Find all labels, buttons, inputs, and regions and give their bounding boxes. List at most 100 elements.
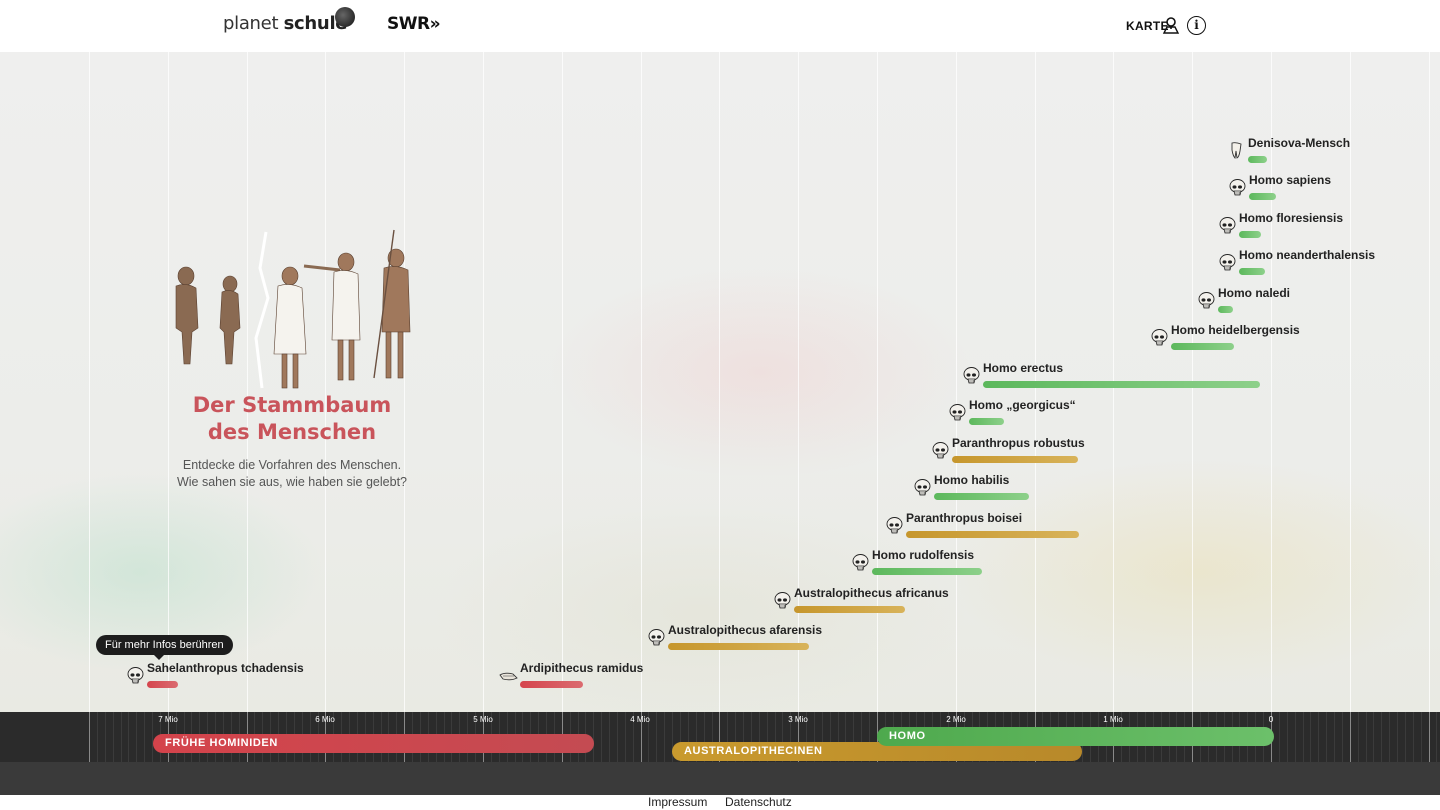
species-name: Homo erectus <box>983 361 1064 375</box>
swr-logo[interactable]: SWR» <box>387 14 441 34</box>
skull-icon <box>647 628 666 647</box>
timeline-minor-tick <box>648 712 649 762</box>
timeline-minor-tick <box>719 712 720 762</box>
group-australopithecinen[interactable]: AUSTRALOPITHECINEN <box>672 742 1082 761</box>
species-name: Homo rudolfensis <box>872 548 975 562</box>
timeline-minor-tick <box>830 712 831 762</box>
species-item[interactable]: Homo sapiens <box>1228 173 1331 203</box>
timeline-minor-tick <box>853 712 854 762</box>
gridline <box>404 52 405 712</box>
skull-icon <box>913 478 932 497</box>
species-item[interactable]: Paranthropus robustus <box>931 436 1097 466</box>
timeline-minor-tick <box>814 712 815 762</box>
species-item[interactable]: Homo erectus <box>962 361 1279 391</box>
gridline <box>877 52 878 712</box>
datenschutz-link[interactable]: Datenschutz <box>725 795 792 809</box>
species-item[interactable]: Australopithecus afarensis <box>647 623 828 653</box>
timeline-minor-tick <box>790 712 791 762</box>
gridline <box>168 52 169 712</box>
species-time-bar <box>668 643 809 650</box>
species-name: Paranthropus robustus <box>952 436 1085 450</box>
timeline-minor-tick <box>121 712 122 762</box>
species-item[interactable]: Ardipithecus ramidus <box>499 661 643 691</box>
species-name: Homo sapiens <box>1249 173 1332 187</box>
skull-icon <box>962 366 981 385</box>
timeline-minor-tick <box>822 712 823 762</box>
info-icon[interactable]: i <box>1187 16 1206 35</box>
timeline-minor-tick <box>759 712 760 762</box>
timeline-minor-tick <box>727 712 728 762</box>
timeline-label: 2 Mio <box>946 715 966 724</box>
skull-icon <box>773 591 792 610</box>
species-name: Homo floresiensis <box>1239 211 1344 225</box>
species-item[interactable]: Denisova-Mensch <box>1227 136 1350 166</box>
species-item[interactable]: Homo naledi <box>1197 286 1290 316</box>
timeline-minor-tick <box>1279 712 1280 762</box>
timeline-minor-tick <box>1373 712 1374 762</box>
gridline <box>798 52 799 712</box>
timeline-minor-tick <box>688 712 689 762</box>
karte-button-label[interactable]: KARTE <box>1126 19 1169 33</box>
group-homo[interactable]: HOMO <box>877 727 1274 746</box>
timeline-minor-tick <box>1326 712 1327 762</box>
hominid-figures-illustration <box>175 229 411 389</box>
timeline-minor-tick <box>1366 712 1367 762</box>
impressum-link[interactable]: Impressum <box>648 795 708 809</box>
map-pin-icon[interactable] <box>1162 16 1180 34</box>
timeline-minor-tick <box>767 712 768 762</box>
timeline-minor-tick <box>1436 712 1437 762</box>
species-item[interactable]: Homo heidelbergensis <box>1150 323 1300 353</box>
timeline-minor-tick <box>617 712 618 762</box>
species-time-bar <box>872 568 982 575</box>
species-item[interactable]: Sahelanthropus tchadensis <box>126 661 304 691</box>
intro-text-line2: Wie sahen sie aus, wie haben sie gelebt? <box>176 475 407 489</box>
species-time-bar <box>1218 306 1233 313</box>
species-name: Homo naledi <box>1218 286 1291 300</box>
timeline-minor-tick <box>1389 712 1390 762</box>
species-name: Homo habilis <box>934 473 1010 487</box>
footer: Impressum Datenschutz <box>0 795 1440 810</box>
timeline-minor-tick <box>1429 712 1430 762</box>
species-item[interactable]: Australopithecus africanus <box>773 586 949 616</box>
species-item[interactable]: Homo „georgicus“ <box>948 398 1076 428</box>
timeline-minor-tick <box>1334 712 1335 762</box>
timeline-minor-tick <box>1421 712 1422 762</box>
timeline-label: 3 Mio <box>788 715 808 724</box>
species-item[interactable]: Homo floresiensis <box>1218 211 1343 241</box>
timeline-minor-tick <box>845 712 846 762</box>
species-item[interactable]: Homo rudolfensis <box>851 548 1001 578</box>
timeline-minor-tick <box>869 712 870 762</box>
timeline-axis[interactable]: 7 Mio 6 Mio 5 Mio 4 Mio 3 Mio 2 Mio 1 Mio 0 FRÜH… <box>0 712 1440 762</box>
species-item[interactable]: Homo habilis <box>913 473 1048 503</box>
gridline <box>1271 52 1272 712</box>
timeline-major-tick <box>719 712 720 762</box>
species-item[interactable]: Homo neanderthalensis <box>1218 248 1375 278</box>
timeline-minor-tick <box>1350 712 1351 762</box>
group-fruehe-hominiden[interactable]: FRÜHE HOMINIDEN <box>153 734 594 753</box>
timeline-base <box>0 762 1440 795</box>
timeline-minor-tick <box>625 712 626 762</box>
logo-schule-text: schule <box>283 13 348 34</box>
species-time-bar <box>1248 156 1267 163</box>
skull-icon <box>126 666 145 685</box>
intro-text: Entdecke die Vorfahren des Menschen. Wie… <box>150 457 434 491</box>
timeline-minor-tick <box>806 712 807 762</box>
timeline-label: 4 Mio <box>630 715 650 724</box>
timeline-minor-tick <box>1318 712 1319 762</box>
gridline <box>562 52 563 712</box>
species-item[interactable]: Paranthropus boisei <box>885 511 1098 541</box>
species-time-bar <box>520 681 583 688</box>
timeline-minor-tick <box>798 712 799 762</box>
species-name: Homo „georgicus“ <box>969 398 1076 412</box>
species-time-bar <box>794 606 905 613</box>
timeline-label: 0 <box>1268 715 1274 724</box>
intro-text-line1: Entdecke die Vorfahren des Menschen. <box>182 458 402 472</box>
timeline-minor-tick <box>838 712 839 762</box>
timeline-minor-tick <box>1358 712 1359 762</box>
timeline-minor-tick <box>641 712 642 762</box>
page-title-line2: des Menschen <box>207 420 377 444</box>
planet-schule-logo[interactable]: planet schule <box>223 13 348 34</box>
page-title-line1: Der Stammbaum <box>192 393 392 417</box>
timeline-minor-tick <box>144 712 145 762</box>
species-time-bar <box>1249 193 1276 200</box>
